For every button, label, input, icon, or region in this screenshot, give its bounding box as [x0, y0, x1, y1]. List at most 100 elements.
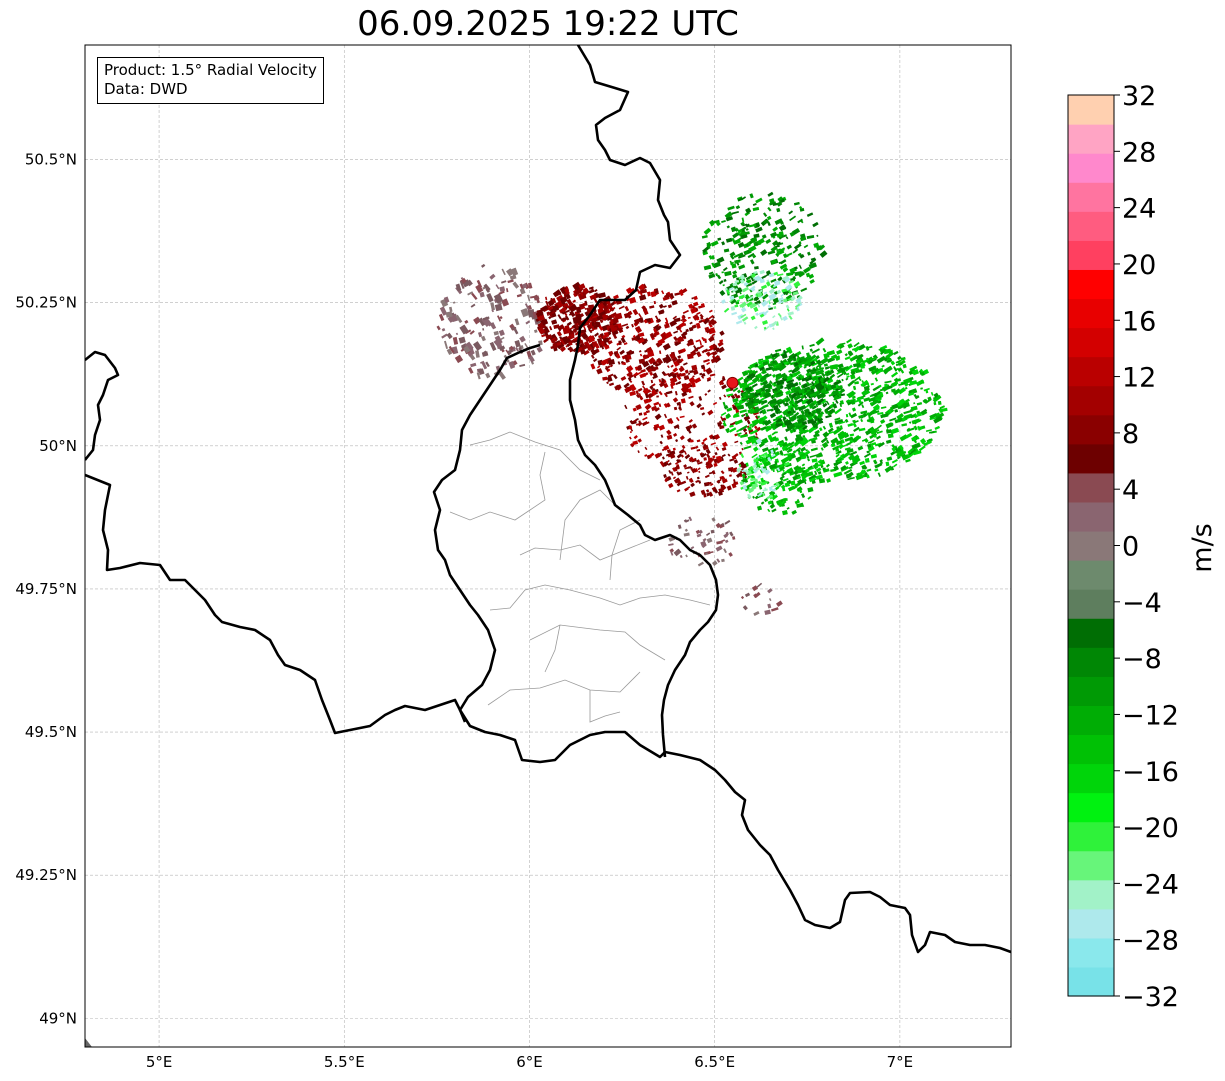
echo-pixel — [688, 388, 692, 394]
echo-pixel — [721, 558, 725, 563]
echo-pixel — [639, 353, 643, 357]
echo-pixel — [676, 426, 680, 430]
colorbar-ticks: 32 28 24 20 16 12 8 4 0 −4 −8 −12 −16 −20 −24 −28 −32 — [1114, 81, 1179, 1013]
echo-pixel — [732, 536, 736, 540]
echo-pixel — [658, 303, 664, 309]
echo-pixel — [719, 475, 724, 480]
echo-pixel — [594, 332, 600, 337]
echo-pixel — [493, 339, 502, 349]
echo-pixel — [711, 517, 716, 522]
echo-pixel — [716, 256, 725, 264]
echo-pixel — [568, 347, 574, 353]
echo-pixel — [470, 362, 477, 368]
echo-pixel — [696, 439, 701, 443]
echo-pixel — [721, 522, 725, 527]
echo-pixel — [657, 358, 664, 365]
echo-pixel — [597, 292, 606, 299]
echo-pixel — [468, 367, 474, 374]
echo-pixel — [569, 310, 576, 318]
echo-pixel — [540, 305, 549, 312]
echo-pixel — [626, 365, 634, 373]
echo-pixel — [544, 296, 548, 301]
echo-pixel — [581, 344, 589, 351]
echo-pixel — [572, 299, 577, 304]
echo-pixel — [659, 452, 663, 456]
echo-pixel — [438, 313, 445, 322]
echo-pixel — [552, 342, 558, 349]
echo-pixel — [563, 309, 571, 314]
echo-pixel — [508, 360, 516, 369]
echo-pixel — [706, 537, 713, 544]
colorbar-band — [1068, 821, 1114, 852]
echo-pixel — [527, 294, 531, 302]
echo-pixel — [690, 546, 695, 550]
colorbar-tick-label: 24 — [1122, 194, 1156, 225]
echo-pixel — [700, 375, 705, 379]
echo-pixel — [590, 354, 595, 359]
echo-pixel — [689, 491, 696, 498]
echo-pixel — [509, 274, 517, 280]
echo-pixel — [556, 294, 564, 302]
echo-pixel — [561, 300, 565, 304]
colorbar-band — [1068, 472, 1114, 503]
echo-pixel — [608, 328, 612, 333]
echo-pixel — [735, 394, 741, 400]
echo-pixel — [589, 321, 593, 328]
echo-pixel — [558, 306, 567, 314]
colorbar-tick-label: −32 — [1122, 982, 1179, 1013]
echo-pixel — [678, 449, 684, 454]
echo-pixel — [685, 475, 689, 480]
echo-pixel — [481, 263, 486, 268]
echo-pixel — [601, 313, 609, 321]
echo-pixel — [494, 303, 503, 312]
echo-pixel — [691, 382, 696, 388]
echo-pixel — [611, 326, 618, 333]
echo-pixel — [617, 323, 623, 329]
echo-pixel — [638, 294, 647, 301]
echo-pixel — [677, 355, 682, 359]
echo-pixel — [489, 341, 497, 351]
echo-pixel — [789, 215, 797, 222]
echo-pixel — [676, 336, 685, 343]
echo-pixel — [723, 548, 727, 554]
echo-pixel — [583, 340, 591, 349]
echo-pixel — [509, 345, 514, 351]
echo-pixel — [625, 287, 633, 295]
echo-pixel — [767, 588, 773, 594]
echo-pixel — [696, 459, 701, 464]
echo-pixel — [665, 459, 670, 464]
echo-pixel — [552, 289, 562, 298]
echo-pixel — [452, 301, 456, 304]
echo-pixel — [640, 369, 646, 373]
echo-pixel — [678, 321, 686, 329]
echo-pixel — [500, 336, 505, 341]
echo-pixel — [692, 313, 700, 321]
echo-pixel — [767, 221, 771, 227]
echo-pixel — [646, 421, 650, 424]
echo-pixel — [475, 284, 484, 294]
echo-pixel — [777, 196, 784, 203]
echo-pixel — [711, 320, 717, 326]
colorbar-tick-label: −4 — [1122, 588, 1162, 619]
echo-pixel — [687, 437, 693, 443]
echo-pixel — [680, 318, 686, 322]
echo-pixel — [665, 292, 670, 299]
colorbar-band — [1068, 937, 1114, 968]
echo-pixel — [647, 393, 653, 399]
echo-pixel — [464, 319, 469, 324]
echo-pixel — [623, 312, 631, 319]
echo-pixel — [612, 317, 619, 324]
echo-pixel — [684, 528, 688, 532]
echo-pixel — [724, 211, 733, 219]
echo-pixel — [733, 393, 738, 397]
echo-pixel — [632, 308, 639, 316]
echo-pixel — [685, 383, 690, 387]
echo-pixel — [654, 362, 661, 367]
echo-pixel — [580, 349, 586, 355]
echo-pixel — [701, 234, 708, 239]
echo-pixel — [635, 404, 642, 411]
echo-pixel — [698, 344, 704, 350]
echo-pixel — [682, 335, 687, 339]
echo-pixel — [675, 416, 680, 422]
echo-pixel — [606, 381, 609, 385]
